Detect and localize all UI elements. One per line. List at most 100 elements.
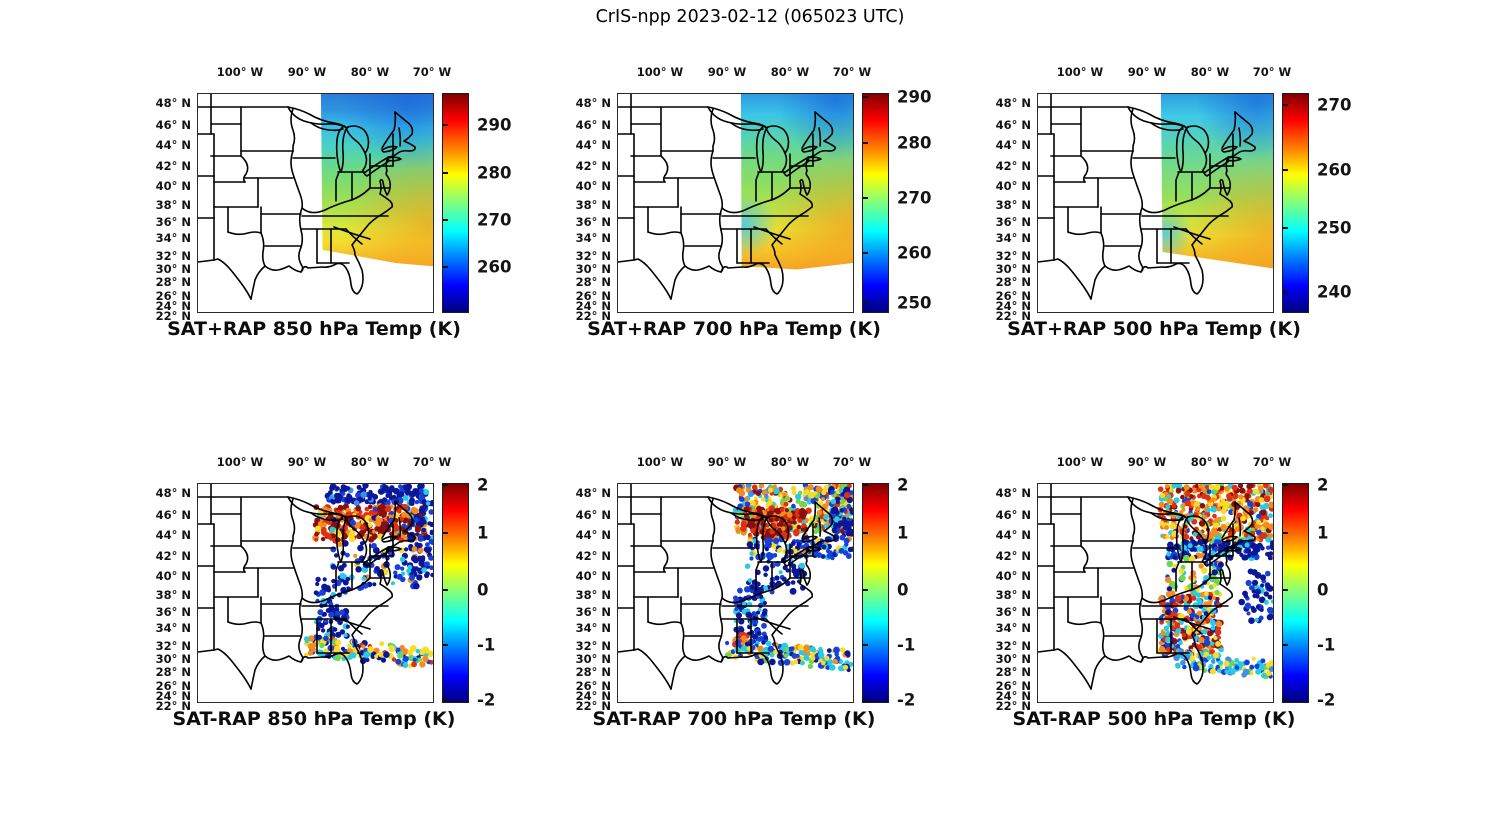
colorbar-tick-label: 0 — [1317, 580, 1329, 600]
lat-tick-label: 26° N — [995, 678, 1031, 693]
colorbar-tick-mark — [1283, 103, 1288, 106]
map-sat-plus-rap-850 — [197, 93, 434, 313]
colorbar-tick-label: 2 — [477, 475, 489, 495]
lat-tick-label: 22° N — [575, 699, 611, 714]
lon-tick-label: 70° W — [832, 455, 872, 469]
colorbar-tick-label: -2 — [897, 690, 916, 710]
lat-tick-label: 26° N — [155, 288, 191, 303]
us-state-borders — [1038, 484, 1256, 690]
colorbar-tick-label: -1 — [897, 635, 916, 655]
figure-title: CrIS-npp 2023-02-12 (065023 UTC) — [595, 7, 905, 27]
colorbar-sat-minus-rap-850 — [442, 483, 469, 703]
lat-tick-label: 24° N — [995, 689, 1031, 704]
lat-tick-label: 32° N — [995, 638, 1031, 653]
lat-tick-label: 48° N — [155, 96, 191, 111]
lat-tick-label: 28° N — [575, 275, 611, 290]
panel-title-sat-plus-rap-700: SAT+RAP 700 hPa Temp (K) — [587, 318, 881, 340]
lat-tick-label: 24° N — [155, 299, 191, 314]
colorbar-tick-label: 2 — [897, 475, 909, 495]
colorbar-tick-mark — [1283, 226, 1288, 229]
lat-tick-label: 46° N — [995, 507, 1031, 522]
colorbar-tick-label: 1 — [897, 523, 909, 543]
lon-tick-label: 80° W — [1190, 65, 1230, 79]
colorbar-sat-plus-rap-500 — [1282, 93, 1309, 313]
colorbar-tick-label: 260 — [897, 243, 932, 263]
lat-tick-label: 34° N — [995, 621, 1031, 636]
lat-tick-label: 48° N — [995, 96, 1031, 111]
colorbar-tick-label: 290 — [477, 115, 512, 135]
colorbar-tick-mark — [1283, 291, 1288, 294]
lat-tick-label: 34° N — [995, 231, 1031, 246]
lat-tick-label: 36° N — [575, 215, 611, 230]
colorbar-tick-label: -2 — [477, 690, 496, 710]
colorbar-tick-label: 0 — [477, 580, 489, 600]
lon-tick-label: 100° W — [1056, 455, 1104, 469]
colorbar-tick-mark — [863, 484, 868, 487]
lat-tick-label: 34° N — [575, 621, 611, 636]
lat-tick-label: 30° N — [155, 651, 191, 666]
lat-tick-label: 34° N — [155, 231, 191, 246]
lat-tick-label: 30° N — [575, 651, 611, 666]
colorbar-tick-label: 2 — [1317, 475, 1329, 495]
colorbar-tick-label: 290 — [897, 87, 932, 107]
lon-tick-label: 80° W — [770, 455, 810, 469]
colorbar-tick-label: 270 — [897, 188, 932, 208]
lon-tick-label: 90° W — [1127, 455, 1167, 469]
colorbar-tick-label: 250 — [897, 293, 932, 313]
colorbar-tick-mark — [443, 219, 448, 222]
colorbar-tick-mark — [863, 589, 868, 592]
colorbar-tick-label: -1 — [1317, 635, 1336, 655]
colorbar-tick-mark — [1283, 698, 1288, 701]
temperature-swath — [740, 94, 853, 270]
lat-tick-label: 44° N — [155, 528, 191, 543]
lon-tick-label: 80° W — [350, 65, 390, 79]
lat-tick-label: 40° N — [995, 569, 1031, 584]
lat-tick-label: 28° N — [995, 665, 1031, 680]
colorbar-tick-label: 260 — [477, 257, 512, 277]
lat-tick-label: 30° N — [995, 651, 1031, 666]
lon-tick-label: 70° W — [1252, 65, 1292, 79]
lat-tick-label: 42° N — [155, 548, 191, 563]
panel-title-sat-minus-rap-850: SAT-RAP 850 hPa Temp (K) — [172, 708, 456, 730]
colorbar-tick-mark — [1283, 168, 1288, 171]
lat-tick-label: 44° N — [575, 528, 611, 543]
lon-tick-label: 70° W — [832, 65, 872, 79]
lat-tick-label: 48° N — [575, 96, 611, 111]
lat-tick-label: 22° N — [155, 309, 191, 324]
colorbar-tick-mark — [443, 172, 448, 174]
lat-tick-label: 36° N — [155, 605, 191, 620]
lon-tick-label: 90° W — [287, 455, 327, 469]
lon-tick-label: 100° W — [216, 65, 264, 79]
colorbar-tick-mark — [1283, 643, 1288, 646]
lat-tick-label: 22° N — [995, 699, 1031, 714]
colorbar-tick-mark — [863, 197, 868, 200]
panel-sat-plus-rap-500: 100° W 90° W 80° W 70° W 48° N 46° N 44° N 42° … — [967, 51, 1447, 381]
lat-tick-label: 44° N — [995, 528, 1031, 543]
lon-tick-label: 90° W — [1127, 65, 1167, 79]
map-sat-plus-rap-700 — [617, 93, 854, 313]
lon-tick-label: 100° W — [636, 455, 684, 469]
lon-tick-label: 70° W — [1252, 455, 1292, 469]
lat-tick-label: 42° N — [575, 158, 611, 173]
us-state-borders — [198, 484, 416, 690]
panel-sat-plus-rap-850: 100° W 90° W 80° W 70° W 48° N 46° N 44° N 42° … — [127, 51, 607, 381]
lon-tick-label: 100° W — [1056, 65, 1104, 79]
colorbar-tick-label: 250 — [1317, 218, 1352, 238]
lat-tick-label: 32° N — [575, 638, 611, 653]
lat-tick-label: 40° N — [155, 179, 191, 194]
lat-tick-label: 40° N — [995, 179, 1031, 194]
colorbar-tick-mark — [863, 141, 868, 144]
colorbar-sat-minus-rap-700 — [862, 483, 889, 703]
lat-tick-label: 22° N — [155, 699, 191, 714]
colorbar-tick-mark — [863, 643, 868, 646]
colorbar-tick-label: 270 — [1317, 95, 1352, 115]
lat-tick-label: 30° N — [575, 261, 611, 276]
lon-tick-label: 70° W — [412, 65, 452, 79]
lon-tick-label: 90° W — [707, 455, 747, 469]
lat-tick-label: 44° N — [155, 138, 191, 153]
lat-tick-label: 36° N — [155, 215, 191, 230]
lat-tick-label: 44° N — [995, 138, 1031, 153]
lat-tick-label: 38° N — [575, 587, 611, 602]
colorbar-tick-label: 1 — [477, 523, 489, 543]
lat-tick-label: 32° N — [995, 248, 1031, 263]
